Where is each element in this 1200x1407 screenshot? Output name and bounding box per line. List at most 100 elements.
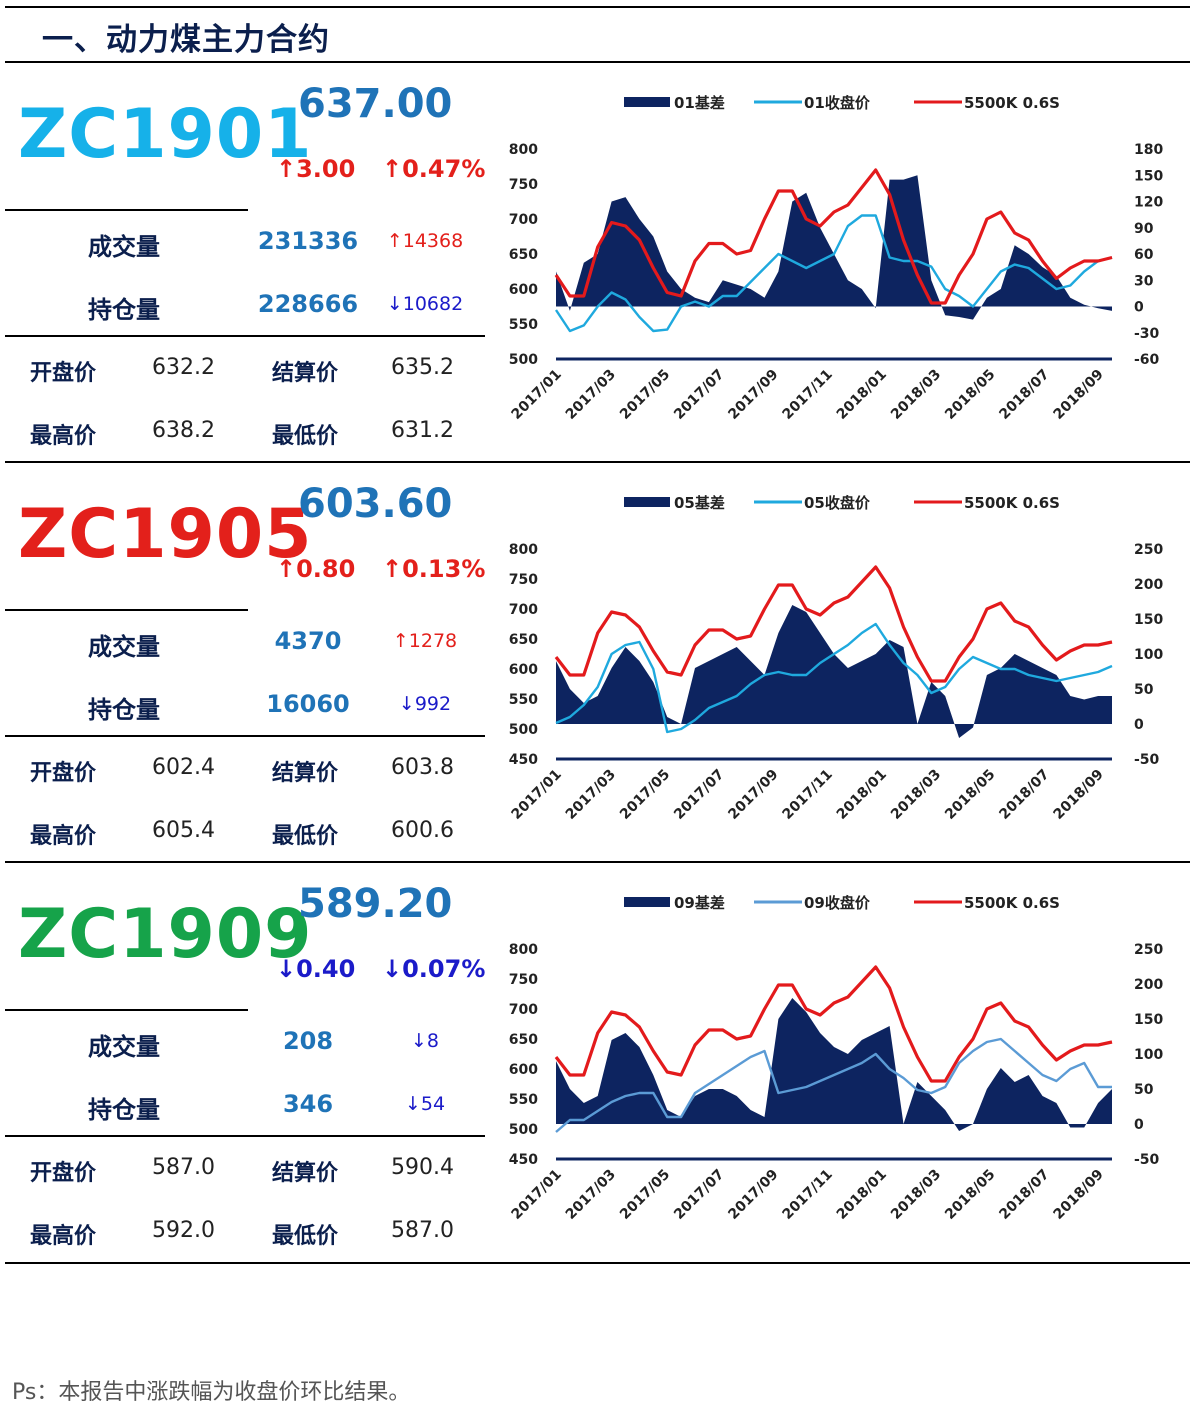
legend-swatch-basis (624, 497, 670, 507)
series-line-spot (554, 168, 1113, 305)
x-tick-label: 2018/05 (942, 767, 998, 823)
y-left-tick-label: 650 (509, 632, 538, 648)
x-tick-label: 2017/11 (780, 767, 836, 823)
bottom-rule (5, 1262, 1190, 1264)
y-right-tick-label: 0 (1134, 300, 1144, 316)
title-rule (5, 61, 1190, 63)
volume-value: 208 (282, 1027, 334, 1055)
legend-label: 05收盘价 (804, 494, 871, 512)
low-label: 最低价 (272, 1224, 339, 1249)
y-left-tick-label: 800 (509, 542, 538, 558)
low-value: 587.0 (391, 1218, 454, 1243)
code-rule (5, 209, 248, 211)
open-interest-label: 持仓量 (88, 696, 160, 724)
y-right-tick-label: 180 (1134, 142, 1163, 158)
legend-label: 5500K 0.6S (964, 894, 1060, 912)
y-right-tick-label: 50 (1134, 1082, 1154, 1098)
y-left-tick-label: 550 (509, 1092, 538, 1108)
open-interest-label: 持仓量 (88, 296, 160, 324)
open-interest-value: 16060 (266, 690, 350, 718)
volume-diff: ↑14368 (386, 230, 464, 252)
open-interest-diff: ↓992 (398, 693, 452, 715)
volume-diff: ↑1278 (392, 630, 458, 652)
y-left-tick-label: 450 (509, 1152, 538, 1168)
open-label: 开盘价 (30, 761, 97, 786)
open-interest-value: 228666 (257, 290, 359, 318)
volume-diff: ↓8 (410, 1030, 439, 1052)
y-right-tick-label: -60 (1134, 352, 1160, 368)
last-price: 637.00 (298, 81, 453, 127)
x-tick-label: 2017/03 (563, 1167, 619, 1223)
high-label: 最高价 (30, 824, 97, 849)
series-line-spot (554, 965, 1113, 1083)
y-right-tick-label: 200 (1134, 977, 1163, 993)
y-right-tick-label: 150 (1134, 1012, 1163, 1028)
y-left-tick-label: 750 (509, 572, 538, 588)
legend-label: 01基差 (674, 94, 725, 112)
y-right-tick-label: -50 (1134, 1152, 1160, 1168)
y-left-tick-label: 550 (509, 692, 538, 708)
legend-label: 5500K 0.6S (964, 494, 1060, 512)
volume-label: 成交量 (88, 633, 160, 661)
price-change-pct: ↑0.47% (382, 155, 486, 183)
basis-chart: 05基差 05收盘价 5500K 0.6S800750700650600550500… (509, 494, 1164, 823)
y-right-tick-label: 60 (1134, 247, 1154, 263)
open-interest-diff: ↓10682 (386, 293, 464, 315)
legend-label: 5500K 0.6S (964, 94, 1060, 112)
x-tick-label: 2018/03 (888, 367, 944, 423)
x-tick-label: 2017/11 (780, 367, 836, 423)
y-left-tick-label: 450 (509, 752, 538, 768)
contract-code: ZC1905 (18, 495, 313, 574)
open-label: 开盘价 (30, 1161, 97, 1186)
y-left-tick-label: 750 (509, 972, 538, 988)
y-right-tick-label: 200 (1134, 577, 1163, 593)
x-tick-label: 2018/09 (1051, 1167, 1107, 1223)
series-line-close (555, 622, 1113, 734)
footnote: Ps：本报告中涨跌幅为收盘价环比结果。 (12, 1380, 411, 1405)
legend-label: 09基差 (674, 894, 725, 912)
x-tick-label: 2018/03 (888, 1167, 944, 1223)
y-right-tick-label: 150 (1134, 168, 1163, 184)
y-right-tick-label: 120 (1134, 195, 1163, 211)
x-tick-label: 2018/07 (996, 367, 1052, 423)
contract-section-zc1905: ZC1905 603.60 ↑0.80 ↑0.13% 成交量 4370 ↑127… (0, 463, 1200, 863)
contract-code: ZC1901 (18, 95, 313, 174)
y-right-tick-label: 0 (1134, 1117, 1144, 1133)
x-tick-label: 2017/05 (617, 767, 673, 823)
legend-swatch-basis (624, 897, 670, 907)
price-change: ↑3.00 (276, 155, 356, 183)
high-value: 592.0 (152, 1218, 215, 1243)
stats-rule (5, 735, 485, 737)
low-label: 最低价 (272, 824, 339, 849)
series-area-basis (556, 175, 1112, 320)
settle-label: 结算价 (272, 761, 339, 786)
x-tick-label: 2017/07 (671, 367, 727, 423)
y-left-tick-label: 750 (509, 177, 538, 193)
x-tick-label: 2017/07 (671, 1167, 727, 1223)
y-right-tick-label: 50 (1134, 682, 1154, 698)
y-left-tick-label: 800 (509, 142, 538, 158)
price-change: ↓0.40 (276, 955, 356, 983)
y-right-tick-label: 100 (1134, 647, 1163, 663)
x-tick-label: 2017/09 (725, 367, 781, 423)
x-tick-label: 2018/09 (1051, 367, 1107, 423)
series-area-basis (556, 605, 1112, 738)
x-tick-label: 2017/11 (780, 1167, 836, 1223)
y-right-tick-label: -30 (1134, 326, 1160, 342)
price-change-pct: ↓0.07% (382, 955, 486, 983)
y-right-tick-label: 250 (1134, 942, 1163, 958)
volume-label: 成交量 (88, 1033, 160, 1061)
stats-rule (5, 335, 485, 337)
low-label: 最低价 (272, 424, 339, 449)
contract-section-zc1901: ZC1901 637.00 ↑3.00 ↑0.47% 成交量 231336 ↑1… (0, 63, 1200, 463)
x-tick-label: 2018/07 (996, 767, 1052, 823)
series-area-basis (556, 998, 1112, 1131)
legend-label: 05基差 (674, 494, 725, 512)
settle-value: 590.4 (391, 1155, 454, 1180)
y-left-tick-label: 700 (509, 212, 538, 228)
page-title: 一、动力煤主力合约 (42, 22, 330, 58)
y-right-tick-label: 90 (1134, 221, 1154, 237)
y-right-tick-label: 0 (1134, 717, 1144, 733)
x-tick-label: 2018/03 (888, 767, 944, 823)
y-right-tick-label: 150 (1134, 612, 1163, 628)
